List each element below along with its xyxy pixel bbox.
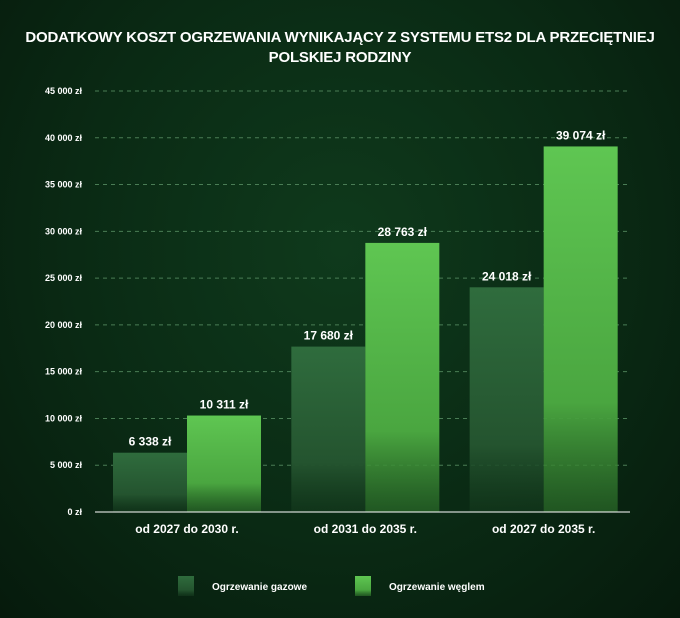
legend-swatch-gas (178, 576, 194, 596)
bars (113, 146, 618, 512)
y-tick-label: 35 000 zł (45, 180, 83, 190)
legend-label-coal: Ogrzewanie węglem (389, 582, 485, 593)
y-tick-label: 0 zł (67, 507, 82, 517)
data-label: 6 338 zł (129, 435, 172, 449)
data-label: 10 311 zł (200, 398, 249, 412)
bar-gas (469, 287, 544, 512)
y-tick-label: 20 000 zł (45, 320, 83, 330)
y-tick-label: 45 000 zł (45, 86, 83, 96)
chart-title-line-1: DODATKOWY KOSZT OGRZEWANIA WYNIKAJĄCY Z … (25, 29, 654, 46)
legend: Ogrzewanie gazowe Ogrzewanie węglem (178, 576, 485, 596)
x-category-label: od 2031 do 2035 r. (314, 522, 417, 536)
data-label: 39 074 zł (556, 128, 606, 142)
bar-gas (291, 346, 366, 512)
legend-label-gas: Ogrzewanie gazowe (212, 582, 307, 593)
x-axis-categories: od 2027 do 2030 r. od 2031 do 2035 r. od 2… (135, 522, 595, 536)
bar-gas (113, 452, 187, 512)
data-labels: 6 338 zł 10 311 zł 17 680 zł 28 763 zł 24 01… (129, 128, 606, 448)
y-tick-label: 25 000 zł (45, 273, 83, 283)
bar-coal (187, 415, 261, 512)
x-category-label: od 2027 do 2030 r. (135, 522, 238, 536)
bar-coal (543, 146, 618, 512)
data-label: 17 680 zł (304, 329, 354, 343)
y-tick-label: 5 000 zł (50, 460, 83, 470)
x-category-label: od 2027 do 2035 r. (492, 522, 595, 536)
y-axis-ticks: 0 zł 5 000 zł 10 000 zł 15 000 zł 20 000 zł 2… (45, 86, 83, 517)
y-tick-label: 10 000 zł (45, 413, 83, 423)
legend-swatch-coal (355, 576, 371, 596)
y-tick-label: 30 000 zł (45, 226, 83, 236)
y-tick-label: 15 000 zł (45, 367, 83, 377)
y-tick-label: 40 000 zł (45, 133, 83, 143)
chart-title-line-2: POLSKIEJ RODZINY (269, 49, 412, 66)
bar-coal (365, 242, 440, 512)
data-label: 24 018 zł (482, 269, 532, 283)
data-label: 28 763 zł (378, 225, 428, 239)
